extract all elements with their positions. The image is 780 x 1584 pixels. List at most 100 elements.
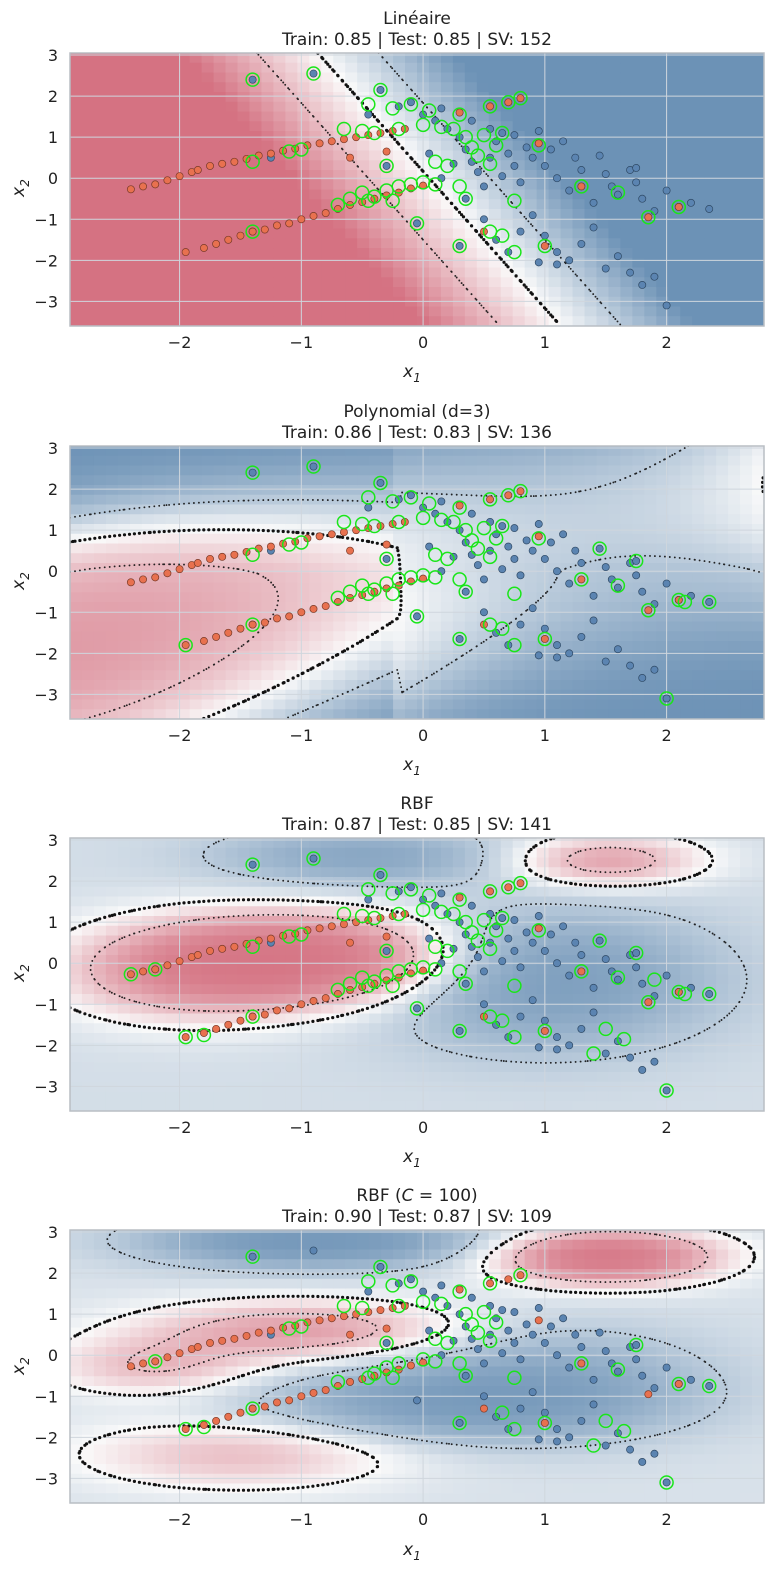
point-class-neg	[225, 236, 232, 243]
field-cell	[393, 641, 406, 651]
field-cell	[297, 631, 310, 641]
field-cell	[357, 277, 370, 287]
field-cell	[202, 219, 215, 229]
field-cell	[321, 1023, 334, 1033]
field-cell	[285, 180, 298, 190]
field-cell	[573, 248, 586, 258]
field-cell	[608, 456, 621, 466]
field-cell	[190, 838, 203, 848]
field-cell	[501, 709, 514, 719]
field-cell	[321, 945, 334, 955]
field-cell	[704, 563, 717, 573]
field-cell	[154, 121, 167, 131]
field-cell	[118, 838, 131, 848]
point-class-neg	[231, 551, 238, 558]
point-class-pos	[663, 695, 670, 702]
field-cell	[130, 199, 143, 209]
field-cell	[214, 102, 227, 112]
field-cell	[704, 238, 717, 248]
field-cell	[166, 514, 179, 524]
point-class-pos	[529, 547, 536, 554]
field-cell	[501, 670, 514, 680]
field-cell	[226, 916, 239, 926]
field-cell	[692, 641, 705, 651]
field-cell	[345, 1053, 358, 1063]
field-cell	[249, 563, 262, 573]
field-cell	[142, 592, 155, 602]
field-cell	[273, 180, 286, 190]
point-class-neg	[535, 533, 542, 540]
field-cell	[668, 475, 681, 485]
field-cell	[477, 53, 490, 63]
field-cell	[142, 897, 155, 907]
x-tick-label: −1	[290, 333, 314, 352]
field-cell	[94, 456, 107, 466]
field-cell	[465, 277, 478, 287]
field-cell	[142, 229, 155, 239]
field-cell	[453, 1053, 466, 1063]
field-cell	[166, 524, 179, 534]
point-class-pos	[511, 162, 518, 169]
field-cell	[285, 583, 298, 593]
field-cell	[704, 160, 717, 170]
field-cell	[309, 867, 322, 877]
field-cell	[381, 1033, 394, 1043]
field-cell	[166, 505, 179, 515]
field-cell	[573, 680, 586, 690]
field-cell	[537, 199, 550, 209]
field-cell	[453, 219, 466, 229]
y-tick-label: 3	[48, 439, 58, 458]
field-cell	[202, 583, 215, 593]
field-cell	[441, 1033, 454, 1043]
field-cell	[106, 1062, 119, 1072]
field-cell	[345, 92, 358, 102]
field-cell	[190, 984, 203, 994]
point-class-pos	[553, 642, 560, 649]
field-cell	[249, 583, 262, 593]
field-cell	[130, 219, 143, 229]
field-cell	[441, 709, 454, 719]
field-cell	[118, 1033, 131, 1043]
field-cell	[740, 92, 753, 102]
field-cell	[202, 456, 215, 466]
field-cell	[489, 92, 502, 102]
field-cell	[249, 485, 262, 495]
field-cell	[632, 475, 645, 485]
field-cell	[94, 544, 107, 554]
field-cell	[692, 248, 705, 258]
field-cell	[166, 838, 179, 848]
field-cell	[537, 897, 550, 907]
field-cell	[692, 73, 705, 83]
field-cell	[692, 651, 705, 661]
field-cell	[202, 307, 215, 317]
field-cell	[70, 994, 83, 1004]
field-cell	[130, 446, 143, 456]
field-cell	[525, 238, 538, 248]
field-cell	[118, 1092, 131, 1102]
field-cell	[249, 258, 262, 268]
field-cell	[513, 848, 526, 858]
field-cell	[537, 955, 550, 965]
point-class-pos	[541, 555, 548, 562]
field-cell	[704, 544, 717, 554]
field-cell	[273, 848, 286, 858]
x-tick-label: 1	[540, 333, 550, 352]
point-class-pos	[639, 588, 646, 595]
field-cell	[166, 887, 179, 897]
field-cell	[238, 1082, 251, 1092]
field-cell	[82, 141, 95, 151]
field-cell	[142, 505, 155, 515]
field-cell	[130, 456, 143, 466]
point-class-pos	[505, 543, 512, 550]
field-cell	[82, 456, 95, 466]
field-cell	[142, 131, 155, 141]
field-cell	[525, 73, 538, 83]
field-cell	[106, 631, 119, 641]
field-cell	[728, 563, 741, 573]
field-cell	[393, 867, 406, 877]
field-cell	[309, 984, 322, 994]
field-cell	[261, 858, 274, 868]
field-cell	[345, 670, 358, 680]
field-cell	[94, 151, 107, 161]
field-cell	[501, 602, 514, 612]
